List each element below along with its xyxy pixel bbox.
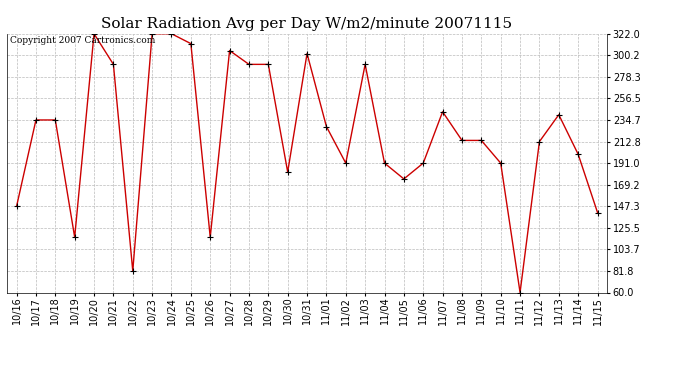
Text: Copyright 2007 Cartronics.com: Copyright 2007 Cartronics.com: [10, 36, 155, 45]
Title: Solar Radiation Avg per Day W/m2/minute 20071115: Solar Radiation Avg per Day W/m2/minute …: [101, 17, 513, 31]
